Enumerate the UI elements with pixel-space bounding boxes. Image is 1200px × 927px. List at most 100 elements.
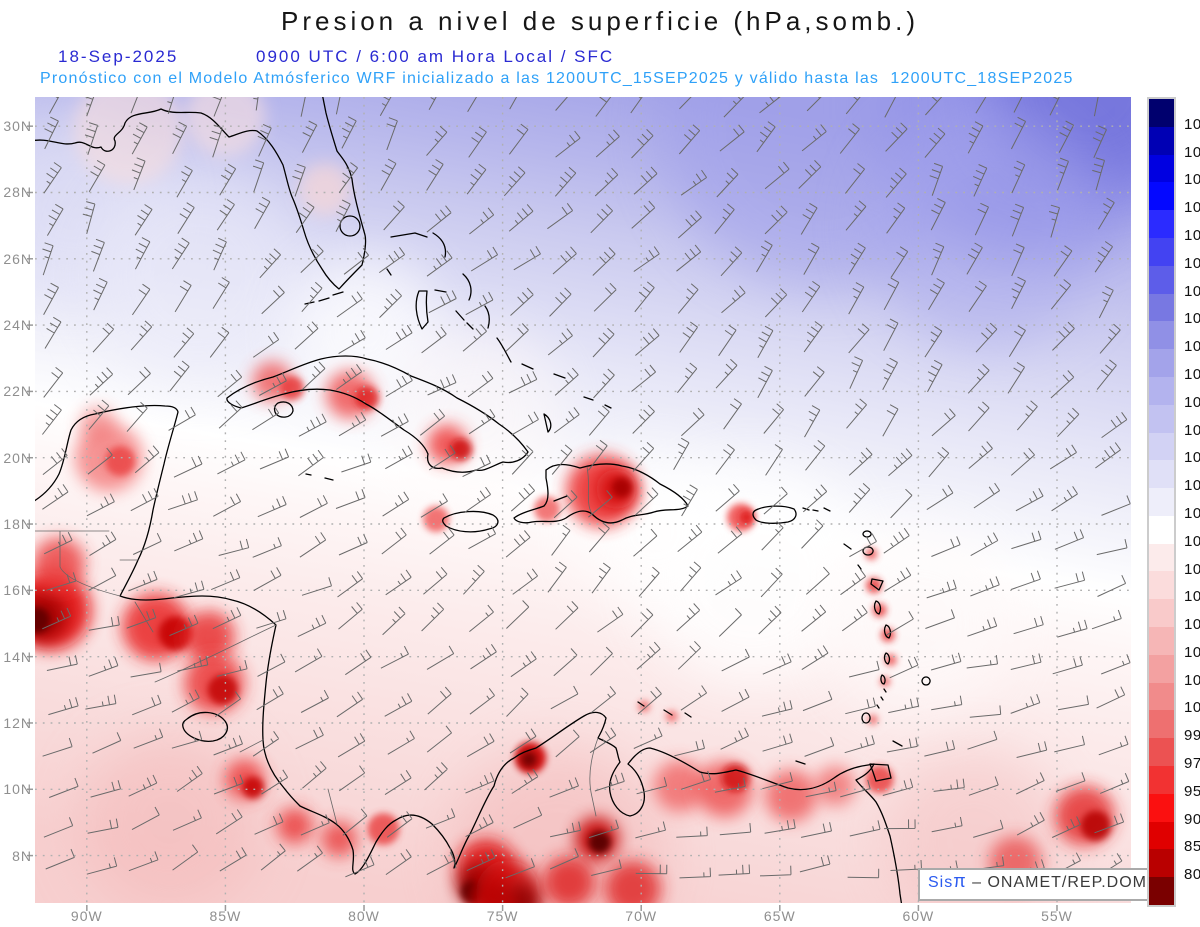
colorbar-segment [1149, 265, 1174, 294]
colorbar-level-label: 1019 [1184, 338, 1200, 356]
lat-label: 22N [3, 383, 32, 400]
pressure-blob [611, 477, 632, 498]
datetime-line: 18-Sep-2025 0900 UTC / 6:00 am Hora Loca… [0, 47, 1200, 127]
pressure-blob [35, 607, 50, 634]
colorbar-segment [1149, 321, 1174, 350]
pressure-blob [207, 674, 238, 705]
colorbar-level-label: 1025 [1184, 254, 1200, 272]
colorbar-segment [1149, 182, 1174, 211]
pressure-blob [450, 438, 472, 461]
colorbar-segment [1149, 849, 1174, 878]
colorbar-segment [1149, 766, 1174, 794]
gridlines-layer [35, 97, 1131, 903]
colorbar-level-label: 1006 [1184, 616, 1200, 634]
lake-okeechobee [339, 215, 361, 237]
colorbar-level-label: 1017 [1184, 393, 1200, 411]
lon-label: 60W [902, 908, 935, 924]
pressure-blob [280, 376, 304, 401]
lat-label: 8N [12, 847, 32, 864]
colorbar-segment [1149, 432, 1174, 461]
colorbar-level-label: 850 [1184, 838, 1200, 856]
watermark: Sisπ – ONAMET/REP.DOM. [918, 868, 1163, 901]
colorbar-segment [1149, 571, 1174, 600]
pressure-blob [87, 165, 308, 386]
colorbar-segment [1149, 515, 1174, 544]
colorbar-level-label: 1013 [1184, 504, 1200, 522]
lon-label: 85W [209, 908, 242, 924]
lon-label: 55W [1041, 908, 1073, 924]
pressure-blob [389, 329, 560, 500]
pressure-blob [423, 506, 450, 533]
lake-nicaragua [182, 711, 228, 742]
lat-label: 14N [3, 648, 32, 665]
pressure-blob [35, 537, 86, 590]
pressure-blob [764, 769, 817, 822]
lat-label: 30N [3, 118, 32, 135]
colorbar-level-label: 1016 [1184, 421, 1200, 439]
pressure-blob [721, 763, 750, 792]
pressure-blob [880, 628, 895, 643]
lon-label: 65W [763, 908, 796, 924]
colorbar-segment [1149, 488, 1174, 516]
pressure-blob [534, 496, 560, 523]
pressure-blob [242, 776, 265, 799]
colorbar-segment [1149, 627, 1174, 655]
colorbar-segment [1149, 599, 1174, 628]
colorbar-segment [1149, 99, 1174, 127]
colorbar-level-label: 990 [1184, 727, 1200, 745]
colorbar: 1050 1040 1035 1030 1028 1025 1022 1020 1019 1018… [1147, 97, 1200, 907]
colorbar-level-label: 1028 [1184, 227, 1200, 244]
coastline-gulf-florida [35, 97, 367, 290]
pressure-blob [739, 510, 754, 525]
lon-label: 75W [486, 908, 519, 924]
colorbar-segment [1149, 126, 1174, 155]
coastline-jamaica [442, 510, 499, 533]
colorbar-level-label: 1015 [1184, 449, 1200, 467]
watermark-dash: – [972, 874, 983, 891]
lat-label: 26N [3, 250, 32, 267]
coastline-hispaniola [513, 463, 689, 524]
colorbar-segment [1149, 821, 1174, 850]
lat-label: 10N [3, 781, 32, 798]
pressure-blob [654, 760, 706, 812]
lon-label: 70W [625, 908, 658, 924]
pressure-blob [1080, 810, 1111, 841]
colorbar-segment [1149, 793, 1174, 822]
pressure-blob [321, 821, 358, 857]
axis-ticks [27, 125, 1058, 911]
colorbar-segment [1149, 404, 1174, 433]
colorbar-level-label: 1012 [1184, 532, 1200, 550]
pi-logo-icon: π [953, 871, 967, 891]
pressure-blob [884, 654, 897, 666]
pressure-blob [604, 860, 661, 903]
pressure-blob [588, 831, 611, 854]
lon-label: 80W [348, 908, 380, 924]
colorbar-segment [1149, 460, 1174, 489]
colorbar-segment [1149, 237, 1174, 266]
pressure-blob [276, 807, 313, 844]
colorbar-segment [1149, 376, 1174, 405]
colorbar-level-label: 1018 [1184, 365, 1200, 383]
colorbar-level-label: 1030 [1184, 199, 1200, 217]
colorbar-level-label: 1002 [1184, 671, 1200, 689]
colorbar-level-label: 970 [1184, 755, 1200, 772]
lat-label: 28N [3, 184, 32, 201]
colorbar-level-label: 950 [1184, 782, 1200, 800]
colorbar-segment [1149, 682, 1174, 711]
pressure-blob [472, 881, 517, 903]
colorbar-level-label: 1004 [1184, 643, 1200, 661]
pressure-blob [185, 97, 266, 157]
coastline-bahamas [386, 232, 612, 433]
pressure-blob [520, 751, 537, 768]
pressure-blob [354, 386, 379, 410]
colorbar-level-label: 1020 [1184, 310, 1200, 328]
lat-label: 18N [3, 516, 32, 533]
colorbar-segment [1149, 543, 1174, 572]
colorbar-frame [1147, 97, 1176, 907]
pressure-blob [823, 528, 1014, 719]
pressure-blob [872, 603, 887, 618]
watermark-brand: Sisπ [928, 871, 967, 891]
